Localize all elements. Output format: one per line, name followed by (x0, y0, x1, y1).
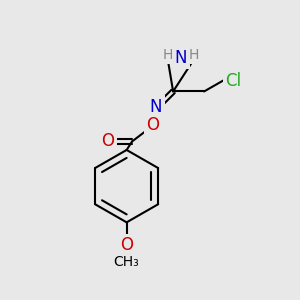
Text: H: H (189, 48, 199, 62)
Text: O: O (101, 132, 115, 150)
Text: O: O (120, 236, 133, 254)
Text: Cl: Cl (226, 72, 242, 90)
Text: H: H (163, 48, 173, 62)
Text: N: N (150, 98, 162, 116)
Text: N: N (175, 49, 187, 67)
Text: CH₃: CH₃ (114, 255, 140, 269)
Text: O: O (146, 116, 160, 134)
